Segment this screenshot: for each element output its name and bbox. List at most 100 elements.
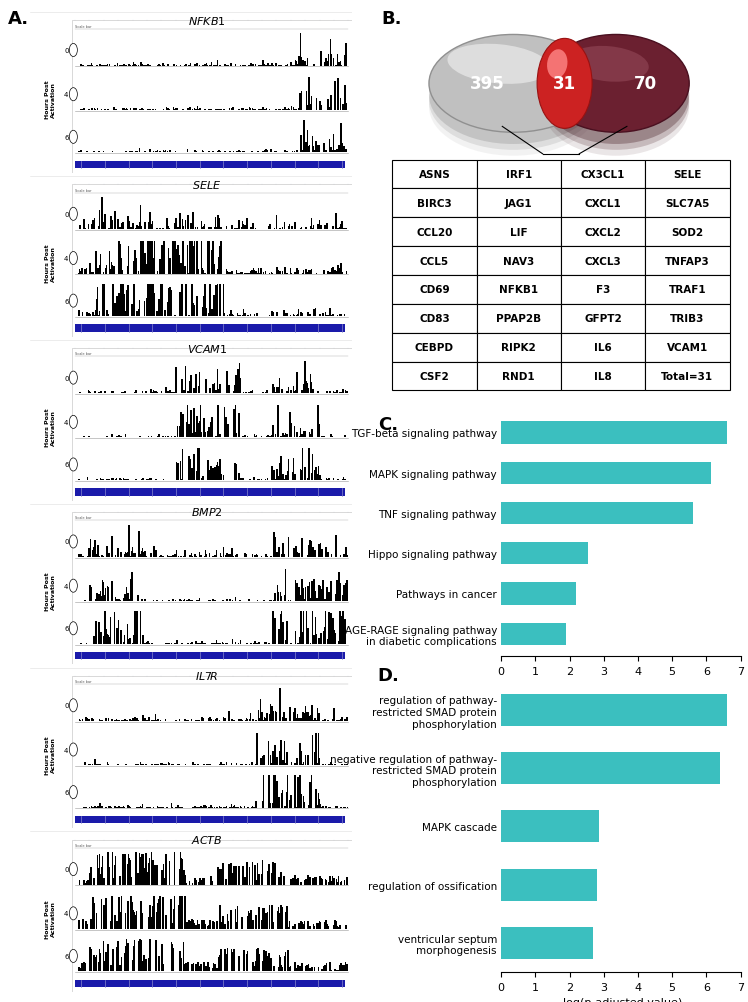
Ellipse shape [70, 208, 77, 221]
Bar [195, 643, 197, 644]
Bar [179, 225, 180, 230]
Bar [240, 719, 242, 721]
Bar [123, 306, 125, 317]
Bar [236, 272, 237, 275]
Bar [561, 334, 646, 362]
Bar [149, 228, 150, 230]
Bar [332, 883, 334, 885]
Bar [188, 424, 190, 438]
Bar [122, 858, 123, 885]
Bar [257, 600, 258, 601]
Bar [149, 906, 150, 929]
Bar [176, 550, 177, 557]
Ellipse shape [542, 47, 689, 145]
Bar [303, 717, 304, 721]
Bar [285, 718, 286, 721]
Bar [174, 65, 175, 66]
Text: C.: C. [378, 416, 398, 434]
Bar [192, 763, 194, 766]
Bar [329, 392, 331, 394]
Bar [129, 719, 131, 721]
Bar [152, 221, 153, 230]
Bar [107, 944, 108, 972]
Bar [165, 388, 167, 394]
Bar [246, 718, 248, 721]
Bar [254, 435, 255, 438]
Bar [150, 939, 151, 972]
Bar [209, 267, 210, 275]
Bar [345, 105, 346, 110]
Bar [325, 612, 326, 644]
Bar [120, 437, 122, 438]
Bar [143, 272, 145, 275]
Bar [169, 296, 171, 317]
Text: CCL5: CCL5 [420, 257, 449, 267]
Bar [134, 393, 135, 394]
Bar [93, 955, 95, 972]
Bar [124, 719, 126, 721]
Bar [171, 437, 172, 438]
Bar [262, 802, 263, 808]
Bar [323, 631, 325, 644]
Bar [257, 109, 259, 110]
Bar [177, 227, 179, 230]
Bar [91, 956, 93, 972]
Bar [266, 717, 267, 721]
Bar [191, 478, 193, 481]
Bar [282, 272, 283, 275]
Bar [501, 543, 589, 565]
Bar [214, 227, 215, 230]
Bar [180, 869, 181, 885]
Bar [224, 718, 226, 721]
Bar [134, 716, 136, 721]
Bar [392, 160, 476, 189]
Bar [302, 61, 304, 66]
Bar [169, 390, 171, 394]
Bar [245, 314, 246, 317]
Bar [180, 915, 182, 929]
Bar [122, 225, 123, 230]
Bar [89, 109, 91, 110]
Bar [187, 108, 188, 110]
Bar [333, 59, 334, 66]
Bar [331, 599, 332, 601]
Bar [96, 300, 98, 317]
Bar [307, 756, 309, 766]
Bar [275, 863, 276, 885]
Bar [286, 65, 288, 66]
Bar [131, 573, 133, 601]
Bar [198, 924, 200, 929]
Bar [228, 865, 230, 885]
Bar [283, 719, 284, 721]
Bar [277, 435, 278, 438]
Bar [292, 880, 294, 885]
Bar [129, 870, 130, 885]
Bar [147, 65, 149, 66]
Bar [295, 880, 298, 885]
Bar [94, 958, 95, 972]
Bar [343, 554, 345, 557]
Bar [215, 474, 216, 481]
Bar [232, 600, 233, 601]
Bar [271, 923, 273, 929]
Bar [126, 594, 128, 601]
Bar [153, 285, 154, 317]
Bar [142, 478, 144, 481]
Bar [157, 912, 159, 929]
Bar [88, 316, 90, 317]
Text: 0: 0 [64, 48, 69, 54]
Bar [79, 718, 81, 721]
Bar [284, 763, 286, 766]
Bar [276, 758, 278, 766]
Bar [286, 776, 288, 808]
Bar [296, 269, 298, 275]
Bar [225, 879, 227, 885]
Bar [226, 553, 227, 557]
Bar [245, 877, 246, 885]
Bar [179, 256, 180, 275]
Bar [188, 599, 190, 601]
Bar [252, 962, 254, 972]
Bar [213, 922, 215, 929]
Bar [107, 315, 109, 317]
Bar [192, 247, 194, 275]
